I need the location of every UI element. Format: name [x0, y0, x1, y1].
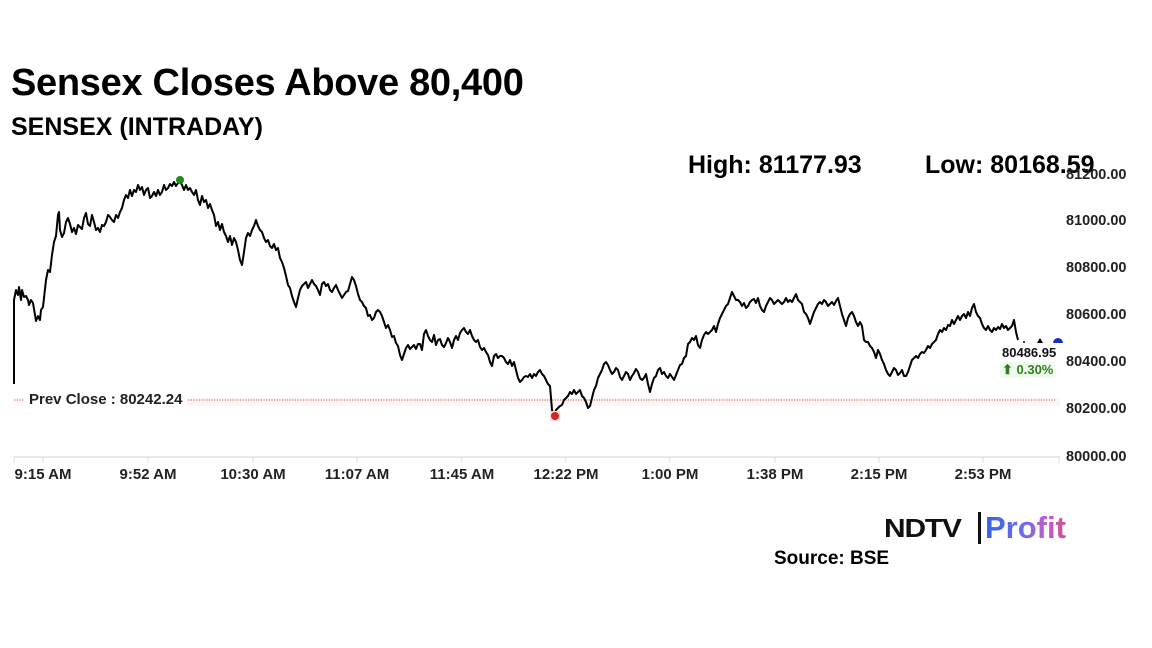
chart-title: Sensex Closes Above 80,400 — [11, 62, 524, 104]
high-marker-icon — [176, 176, 184, 184]
x-tick: 9:15 AM — [14, 466, 72, 483]
x-tick: 12:22 PM — [533, 466, 599, 483]
x-tick: 10:30 AM — [220, 466, 286, 483]
logo-profit-text: Profit — [985, 510, 1066, 545]
y-tick: 81200.00 — [1066, 167, 1127, 183]
x-tick: 1:00 PM — [641, 466, 699, 483]
y-tick: 81000.00 — [1066, 213, 1127, 229]
ndtv-profit-logo: NDTV Profit — [884, 510, 1066, 546]
day-high-label: High: 81177.93 — [688, 151, 862, 179]
last-price-value: 80486.95 — [1002, 345, 1057, 360]
x-tick: 11:45 AM — [429, 466, 495, 483]
day-low-label: Low: 80168.59 — [925, 151, 1095, 179]
x-tick: 2:15 PM — [850, 466, 908, 483]
y-tick: 80800.00 — [1066, 260, 1127, 276]
sensex-price-line — [13, 180, 1019, 417]
y-tick: 80200.00 — [1066, 401, 1127, 417]
x-tick: 2:53 PM — [954, 466, 1012, 483]
x-tick: 9:52 AM — [119, 466, 177, 483]
y-tick: 80000.00 — [1066, 449, 1127, 465]
logo-ndtv-text: NDTV — [884, 512, 962, 543]
x-axis-ticks — [13, 457, 1060, 463]
prev-close-label: Prev Close : 80242.24 — [24, 391, 188, 408]
last-price-change: ⬆ 0.30% — [1000, 362, 1056, 378]
y-tick: 80400.00 — [1066, 354, 1127, 370]
source-label: Source: BSE — [774, 548, 890, 569]
small-triangle-icon — [1037, 338, 1043, 343]
end-dot-icon — [1023, 341, 1025, 343]
low-marker-icon — [551, 412, 559, 420]
last-price-marker-icon — [1053, 338, 1063, 343]
x-tick: 1:38 PM — [746, 466, 804, 483]
chart-subtitle: SENSEX (INTRADAY) — [11, 113, 263, 141]
y-tick: 80600.00 — [1066, 307, 1127, 323]
prev-close-band — [14, 398, 1060, 406]
logo-divider — [978, 512, 981, 544]
x-tick: 11:07 AM — [324, 466, 390, 483]
